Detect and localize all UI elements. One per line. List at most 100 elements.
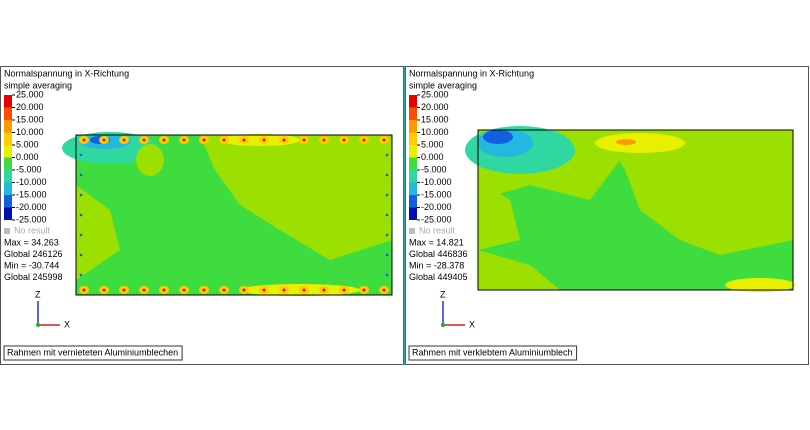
- result-stat: Global 446836: [409, 249, 468, 259]
- legend-label: -20.000: [16, 202, 47, 212]
- rivet: [282, 288, 286, 292]
- no-result-swatch: [409, 228, 415, 234]
- legend-band: [409, 120, 417, 133]
- caption: Rahmen mit vernieteten Aluminiumblechen: [7, 347, 178, 357]
- rivet: [82, 138, 86, 142]
- rivet: [242, 138, 246, 142]
- rivet: [102, 138, 106, 142]
- legend-band: [4, 120, 12, 133]
- contour-region: [478, 180, 520, 250]
- legend-label: 15.000: [16, 114, 44, 124]
- legend-band: [409, 145, 417, 158]
- rivet: [222, 288, 226, 292]
- result-stat: Global 449405: [409, 272, 468, 282]
- rivet: [79, 213, 83, 217]
- rivet: [362, 138, 366, 142]
- legend-band: [4, 107, 12, 120]
- legend-label: 0.000: [421, 152, 444, 162]
- legend-band: [409, 157, 417, 170]
- result-stat: Min = -30.744: [4, 260, 59, 270]
- legend-band: [4, 132, 12, 145]
- legend-label: -25.000: [421, 214, 452, 224]
- rivet: [102, 288, 106, 292]
- axis-origin: [36, 323, 40, 327]
- legend-label: 25.000: [421, 89, 449, 99]
- rivet: [385, 193, 389, 197]
- caption: Rahmen mit verklebtem Aluminiumblech: [412, 347, 573, 357]
- contour-region: [483, 130, 513, 144]
- rivet: [142, 288, 146, 292]
- rivet: [282, 138, 286, 142]
- rivet: [182, 138, 186, 142]
- legend-band: [4, 207, 12, 220]
- legend-label: 0.000: [16, 152, 39, 162]
- legend-band: [4, 95, 12, 108]
- legend-label: -20.000: [421, 202, 452, 212]
- legend-label: 15.000: [421, 114, 449, 124]
- rivet: [322, 288, 326, 292]
- caption-box: [3, 345, 183, 361]
- rivet: [79, 173, 83, 177]
- rivet: [242, 288, 246, 292]
- rivet: [362, 288, 366, 292]
- legend-label: 5.000: [16, 139, 39, 149]
- legend-label: -5.000: [421, 164, 447, 174]
- contour-region: [595, 133, 685, 153]
- rivet: [385, 213, 389, 217]
- contour-region: [478, 250, 560, 290]
- axis-z-label: Z: [35, 289, 41, 299]
- rivet: [385, 173, 389, 177]
- axis-x-label: X: [64, 319, 70, 329]
- result-subtitle: simple averaging: [4, 80, 72, 90]
- legend-band: [409, 207, 417, 220]
- rivet: [262, 288, 266, 292]
- rivet: [302, 288, 306, 292]
- legend-label: 20.000: [16, 102, 44, 112]
- rivet: [79, 233, 83, 237]
- result-stat: Global 245998: [4, 272, 63, 282]
- rivet: [162, 288, 166, 292]
- contour-region: [616, 139, 636, 145]
- rivet: [79, 153, 83, 157]
- legend-label: 5.000: [421, 139, 444, 149]
- legend-label: -5.000: [16, 164, 42, 174]
- rivet: [82, 288, 86, 292]
- rivet: [342, 138, 346, 142]
- result-stat: Global 246126: [4, 249, 63, 259]
- result-title: Normalspannung in X-Richtung: [409, 68, 534, 78]
- legend-band: [409, 107, 417, 120]
- rivet: [79, 273, 83, 277]
- legend-label: 20.000: [421, 102, 449, 112]
- no-result-label: No result: [14, 225, 51, 235]
- no-result-swatch: [4, 228, 10, 234]
- legend-label: -10.000: [16, 177, 47, 187]
- contour-region: [76, 185, 120, 280]
- legend-label: -25.000: [16, 214, 47, 224]
- rivet: [79, 253, 83, 257]
- legend-label: -15.000: [421, 189, 452, 199]
- rivet: [202, 138, 206, 142]
- rivet: [322, 138, 326, 142]
- legend-label: -10.000: [421, 177, 452, 187]
- result-subtitle: simple averaging: [409, 80, 477, 90]
- rivet: [382, 288, 386, 292]
- legend-band: [409, 170, 417, 183]
- rivet: [202, 288, 206, 292]
- result-stat: Max = 14.821: [409, 237, 464, 247]
- rivet: [182, 288, 186, 292]
- legend-band: [409, 132, 417, 145]
- legend-band: [4, 157, 12, 170]
- viewport: Normalspannung in X-Richtung simple avera…: [3, 68, 393, 361]
- rivet: [122, 138, 126, 142]
- rivet: [142, 138, 146, 142]
- rivet: [222, 138, 226, 142]
- legend-band: [4, 182, 12, 195]
- result-stat: Max = 34.263: [4, 237, 59, 247]
- rivet: [162, 138, 166, 142]
- no-result-label: No result: [419, 225, 456, 235]
- rivet: [385, 153, 389, 157]
- plate-outline: [477, 129, 794, 291]
- rivet: [342, 288, 346, 292]
